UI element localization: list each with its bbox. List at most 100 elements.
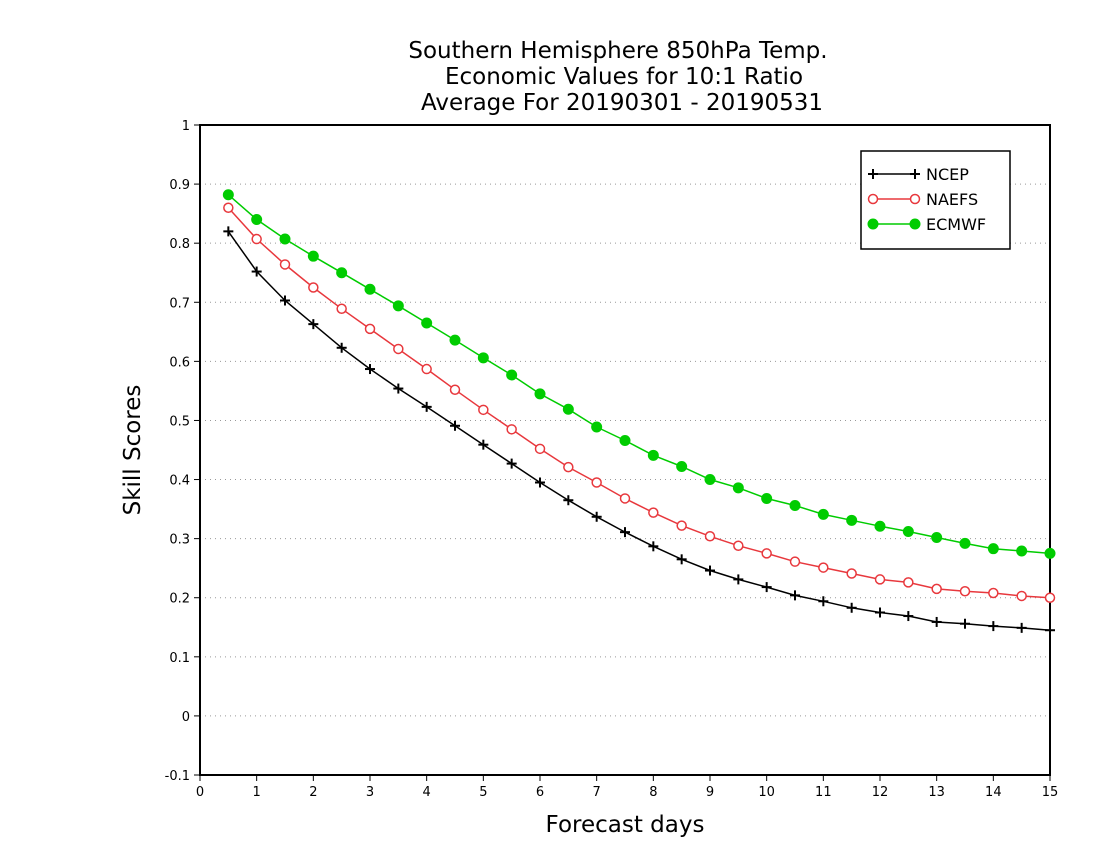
series-ncep-point-9 — [478, 439, 489, 450]
series-naefs-point-4 — [336, 303, 347, 315]
x-tick-label-6: 6 — [536, 785, 544, 800]
x-tick-label-4: 4 — [423, 785, 431, 800]
legend-label-ecmwf: ECMWF — [926, 215, 986, 234]
series-ncep-point-12 — [563, 495, 574, 506]
y-tick-label-11: 1 — [182, 119, 190, 134]
legend-label-ncep: NCEP — [926, 165, 969, 184]
series-ecmwf-point-18 — [732, 482, 744, 494]
y-axis-ticks: -0.1 0 0.1 0.2 0.3 0.4 0.5 0.6 0.7 0.8 0.9 1 — [165, 119, 200, 784]
series-ecmwf-point-5 — [364, 283, 376, 295]
series-naefs-point-15 — [648, 507, 659, 518]
y-tick-label-4: 0.3 — [169, 533, 190, 548]
series-naefs-point-23 — [874, 574, 886, 585]
y-tick-label-5: 0.4 — [169, 474, 190, 489]
x-tick-label-11: 11 — [815, 785, 832, 800]
series-ncep-point-5 — [365, 364, 375, 375]
series-naefs-point-2 — [279, 259, 291, 270]
series-ncep-point-14 — [620, 527, 630, 538]
series-ecmwf-point-27 — [987, 543, 999, 555]
series-naefs-point-19 — [761, 548, 772, 559]
series-naefs-point-6 — [393, 343, 404, 355]
series-ncep-point-0 — [223, 226, 234, 237]
y-tick-label-6: 0.5 — [169, 414, 190, 429]
series-ncep-point-16 — [676, 554, 687, 565]
series-naefs-point-20 — [789, 556, 801, 567]
x-tick-label-0: 0 — [196, 785, 204, 800]
series-naefs-point-29 — [1044, 592, 1056, 603]
series-ecmwf-point-15 — [647, 449, 659, 461]
series-ecmwf — [222, 189, 1056, 559]
series-naefs-point-10 — [506, 424, 517, 435]
series-ncep-point-10 — [506, 458, 517, 469]
series-ecmwf-point-19 — [761, 492, 773, 504]
legend-marker-right-ecmwf — [909, 218, 921, 230]
legend-item-ecmwf: ECMWF — [867, 215, 986, 234]
x-tick-label-15: 15 — [1042, 785, 1059, 800]
series-ncep-point-3 — [308, 319, 319, 330]
legend-label-naefs: NAEFS — [926, 190, 978, 209]
y-tick-label-8: 0.7 — [169, 296, 190, 311]
series-ncep-point-25 — [931, 616, 942, 627]
series-ncep-point-20 — [790, 590, 800, 601]
series-ecmwf-point-24 — [902, 526, 914, 538]
series-ncep-point-4 — [336, 342, 347, 353]
x-tick-label-9: 9 — [706, 785, 714, 800]
series-ncep-point-18 — [733, 574, 744, 585]
series-ecmwf-point-4 — [336, 267, 348, 279]
legend: NCEP NAEFS ECMWF — [860, 150, 1011, 250]
series-naefs-point-5 — [364, 323, 376, 335]
x-tick-label-10: 10 — [758, 785, 775, 800]
series-ecmwf-point-17 — [704, 474, 716, 486]
series-naefs — [223, 202, 1056, 603]
x-tick-label-12: 12 — [872, 785, 889, 800]
series-ncep-point-8 — [450, 420, 460, 431]
series-ecmwf-point-28 — [1016, 545, 1028, 557]
legend-box — [860, 150, 1011, 250]
y-tick-label-7: 0.6 — [169, 355, 190, 370]
series-naefs-point-11 — [534, 443, 546, 455]
series-ncep-point-22 — [846, 602, 857, 613]
legend-marker-left-ecmwf — [867, 218, 879, 230]
chart-title-line-2: Economic Values for 10:1 Ratio — [445, 64, 803, 90]
y-tick-label-2: 0.1 — [169, 651, 190, 666]
series-naefs-point-3 — [308, 282, 319, 293]
series-ecmwf-point-9 — [477, 352, 489, 364]
legend-marker-left-ncep — [868, 169, 878, 179]
series-ncep-point-1 — [251, 266, 262, 277]
y-tick-label-9: 0.8 — [169, 237, 190, 252]
series-ncep — [223, 226, 1055, 636]
chart-title-line-3: Average For 20190301 - 20190531 — [421, 90, 823, 116]
legend-marker-left-naefs — [867, 193, 879, 205]
x-tick-label-14: 14 — [985, 785, 1002, 800]
series-ncep-point-26 — [960, 618, 970, 629]
series-ncep-point-13 — [591, 511, 602, 522]
chart-title: Southern Hemisphere 850hPa Temp. Economi… — [408, 38, 827, 116]
series-ncep-point-23 — [875, 607, 885, 618]
x-axis-label: Forecast days — [546, 812, 705, 838]
series-ncep-point-7 — [421, 401, 432, 412]
series-naefs-point-12 — [563, 461, 574, 473]
series-naefs-point-28 — [1016, 590, 1027, 602]
data-series — [222, 189, 1056, 636]
series-ncep-point-29 — [1045, 625, 1055, 636]
series-naefs-point-16 — [676, 520, 687, 531]
series-ecmwf-point-26 — [959, 537, 971, 549]
x-tick-label-1: 1 — [253, 785, 261, 800]
series-ncep-point-28 — [1016, 622, 1027, 633]
x-tick-label-7: 7 — [593, 785, 601, 800]
series-ecmwf-point-11 — [534, 388, 546, 400]
x-tick-label-8: 8 — [649, 785, 657, 800]
series-naefs-point-13 — [591, 477, 602, 488]
x-tick-label-2: 2 — [309, 785, 317, 800]
x-tick-label-3: 3 — [366, 785, 374, 800]
series-naefs-point-24 — [903, 577, 914, 588]
legend-item-naefs: NAEFS — [867, 190, 978, 209]
series-naefs-point-18 — [733, 540, 744, 551]
series-ecmwf-point-7 — [421, 317, 433, 329]
y-axis-label: Skill Scores — [120, 385, 146, 516]
y-tick-label-0: -0.1 — [165, 769, 190, 784]
series-ecmwf-point-25 — [931, 531, 943, 543]
series-ecmwf-point-13 — [591, 421, 603, 433]
series-ecmwf-point-20 — [789, 500, 801, 512]
